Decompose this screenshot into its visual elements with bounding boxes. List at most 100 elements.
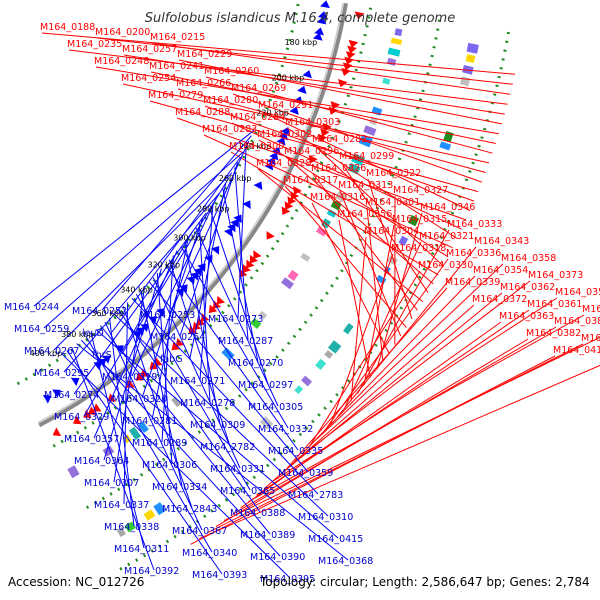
leader-line bbox=[337, 246, 477, 418]
leader-line bbox=[131, 297, 319, 495]
cog-block bbox=[347, 163, 361, 175]
leader-line bbox=[95, 66, 499, 135]
gene-label-forward: M164_0361 bbox=[527, 299, 582, 310]
tick-label: 240 kbp bbox=[239, 142, 272, 151]
gene-label-forward: M164_0300 bbox=[229, 141, 284, 152]
tick-labels: 180 kbp 200 kbp 220 kbp 240 kbp 260 kbp 280 k… bbox=[30, 38, 318, 358]
leader-line bbox=[113, 313, 329, 517]
cog-block bbox=[439, 141, 452, 151]
tick-label: 340 kbp bbox=[120, 286, 153, 295]
gene-label-reverse: M164_0306 bbox=[142, 460, 197, 471]
leader-line bbox=[184, 241, 221, 425]
gene-label-reverse: M164_0359 bbox=[278, 468, 333, 479]
gene-label-reverse: M164_0320 bbox=[112, 394, 167, 405]
leader-line bbox=[204, 105, 475, 202]
cog-block bbox=[315, 358, 327, 371]
gene-label-forward: M164_0336 bbox=[446, 248, 501, 259]
leader-line bbox=[148, 281, 309, 473]
gene-label-forward: M164_0382 bbox=[526, 328, 581, 339]
leader-line bbox=[339, 190, 402, 337]
leader-line bbox=[152, 277, 241, 469]
leader-line bbox=[232, 93, 482, 183]
gene-label-forward: M164_0387 bbox=[581, 333, 600, 344]
gene-label-reverse: M164_0267 bbox=[24, 346, 79, 357]
gene-label-reverse: M164_0388 bbox=[230, 508, 285, 519]
reverse-gene bbox=[230, 219, 239, 228]
cog-block bbox=[153, 502, 166, 516]
gene-label-forward: M164_0288 bbox=[175, 107, 230, 118]
gene-label-reverse: M164_0392 bbox=[124, 566, 179, 577]
leader-line bbox=[71, 346, 155, 571]
label-leader-lines bbox=[33, 32, 600, 579]
cog-block bbox=[375, 274, 387, 285]
gene-label-reverse: M164_0311 bbox=[114, 544, 169, 555]
leader-line bbox=[350, 236, 367, 402]
cog-block bbox=[394, 28, 403, 37]
gene-label-forward: M164_0327 bbox=[393, 185, 448, 196]
leader-line bbox=[190, 355, 556, 545]
gene-label-reverse: M164_0335 bbox=[268, 446, 323, 457]
forward-gene bbox=[216, 295, 226, 305]
leader-line bbox=[118, 310, 261, 513]
cog-block bbox=[116, 527, 126, 537]
leader-line bbox=[199, 364, 600, 540]
gene-label-reverse: M164_0295 bbox=[34, 368, 89, 379]
cog-block bbox=[459, 76, 471, 87]
gene-label-reverse: M164_0332 bbox=[258, 424, 313, 435]
gene-label-reverse: M164_0297 bbox=[238, 380, 293, 391]
reverse-gene bbox=[289, 106, 299, 115]
cog-block bbox=[143, 509, 156, 521]
tick-label: 280 kbp bbox=[197, 205, 230, 214]
leader-line bbox=[258, 139, 449, 258]
reverse-gene bbox=[42, 394, 52, 404]
forward-gene bbox=[287, 196, 297, 205]
leader-line bbox=[156, 273, 173, 465]
leader-line bbox=[279, 292, 503, 476]
leader-line bbox=[131, 197, 217, 377]
gene-label-forward: M164_0284 bbox=[230, 112, 285, 123]
gene-label-forward: M164_0339 bbox=[445, 277, 500, 288]
cog-block bbox=[390, 37, 403, 46]
leader-line bbox=[96, 37, 513, 85]
gene-label-forward: M164_0322 bbox=[366, 168, 421, 179]
cog-block bbox=[128, 426, 142, 441]
forward-gene bbox=[52, 427, 62, 437]
cog-block bbox=[300, 252, 311, 262]
gene-label-reverse: M164_0281 bbox=[122, 416, 177, 427]
gene-label-forward: M164_0313 bbox=[338, 180, 393, 191]
cog-block bbox=[102, 445, 115, 457]
gene-label-reverse: M164_0307 bbox=[84, 478, 139, 489]
reverse-gene bbox=[320, 0, 330, 9]
leader-line bbox=[284, 185, 407, 328]
forward-gene bbox=[246, 259, 255, 269]
leader-line bbox=[66, 350, 223, 575]
forward-gene bbox=[337, 79, 348, 88]
leader-line bbox=[340, 161, 429, 293]
cog-block bbox=[258, 310, 268, 320]
leader-line bbox=[43, 151, 244, 329]
leader-line bbox=[83, 231, 193, 417]
reverse-gene bbox=[297, 85, 307, 95]
leader-line bbox=[73, 212, 207, 395]
reverse-gene bbox=[223, 228, 233, 237]
gene-label-reverse: M164_0338 bbox=[104, 522, 159, 533]
reverse-gene bbox=[70, 377, 80, 387]
forward-gene bbox=[266, 231, 275, 240]
gene-label-reverse: leuD bbox=[82, 328, 104, 339]
reverse-gene bbox=[317, 11, 328, 20]
gene-label-reverse: M164_0287 bbox=[218, 336, 273, 347]
reverse-gene bbox=[314, 27, 324, 36]
gene-label-reverse: M164_0364 bbox=[74, 456, 129, 467]
forward-gene bbox=[135, 372, 145, 381]
leader-line bbox=[141, 217, 204, 399]
gene-label-forward: M164_0315 bbox=[392, 214, 447, 225]
leader-line bbox=[301, 275, 476, 455]
leader-line bbox=[164, 264, 299, 451]
reverse-gene bbox=[52, 389, 61, 398]
tick-label: 320 kbp bbox=[147, 261, 180, 270]
cog-block bbox=[324, 350, 334, 359]
gene-label-reverse: M164_0244 bbox=[4, 302, 59, 313]
cog-block bbox=[281, 277, 294, 290]
gene-label-forward: M164_0412 bbox=[553, 345, 600, 356]
gene-label-forward: M164_0343 bbox=[474, 236, 529, 247]
